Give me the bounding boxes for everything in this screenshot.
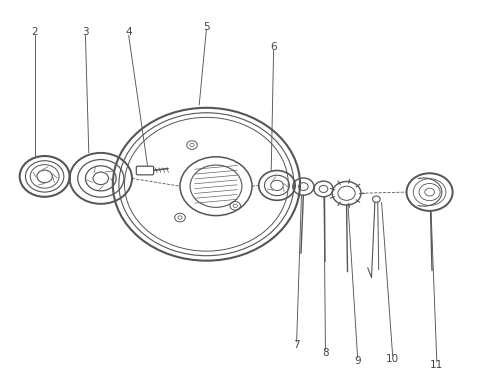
Text: 10: 10 [386, 354, 399, 364]
Text: 3: 3 [82, 27, 89, 37]
Text: 7: 7 [293, 340, 300, 350]
Text: 8: 8 [322, 348, 329, 358]
Text: 2: 2 [31, 27, 38, 37]
Text: 5: 5 [203, 22, 210, 32]
Text: 6: 6 [270, 42, 277, 52]
FancyBboxPatch shape [136, 166, 154, 175]
Text: 4: 4 [125, 27, 132, 37]
Text: 11: 11 [430, 359, 444, 370]
Text: 9: 9 [354, 356, 361, 366]
